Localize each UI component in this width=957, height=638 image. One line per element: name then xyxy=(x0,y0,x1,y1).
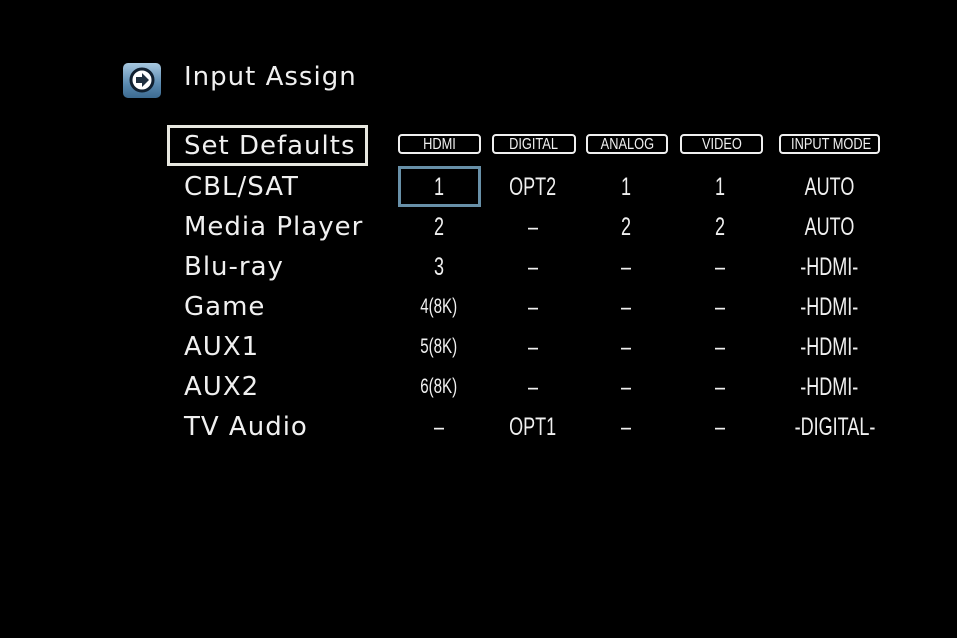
cell-value: 6(8K) xyxy=(420,375,458,398)
table-cell[interactable]: – xyxy=(576,372,676,402)
table-cell[interactable]: – xyxy=(483,372,583,402)
cell-value: -HDMI- xyxy=(800,373,858,401)
cell-value: – xyxy=(714,413,726,441)
cell-value: -HDMI- xyxy=(800,253,858,281)
table-cell[interactable]: 2 xyxy=(389,212,489,242)
cell-value: OPT1 xyxy=(509,413,557,441)
selection-cursor xyxy=(398,166,481,207)
column-header-label: VIDEO xyxy=(701,136,742,153)
cell-value: -HDMI- xyxy=(800,333,858,361)
table-cell[interactable]: – xyxy=(576,412,676,442)
cell-value: – xyxy=(620,373,632,401)
column-header-label: HDMI xyxy=(423,136,456,153)
cell-value: 4(8K) xyxy=(420,295,458,318)
cell-value: – xyxy=(714,333,726,361)
cell-value: 1 xyxy=(714,173,726,201)
cell-value: 1 xyxy=(620,173,632,201)
cell-value: AUTO xyxy=(804,213,854,241)
table-cell[interactable]: 2 xyxy=(670,212,770,242)
cell-value: – xyxy=(433,413,445,441)
column-header-analog: ANALOG xyxy=(586,134,668,154)
table-cell[interactable]: -HDMI- xyxy=(779,372,879,402)
row-label[interactable]: AUX2 xyxy=(184,372,260,402)
table-cell[interactable]: – xyxy=(670,372,770,402)
column-header-input-mode: INPUT MODE xyxy=(779,134,880,154)
row-label[interactable]: CBL/SAT xyxy=(184,172,299,202)
table-cell[interactable]: 3 xyxy=(389,252,489,282)
cell-value: – xyxy=(620,253,632,281)
table-cell[interactable]: -HDMI- xyxy=(779,332,879,362)
cell-value: – xyxy=(620,293,632,321)
table-cell[interactable]: – xyxy=(483,252,583,282)
table-cell[interactable]: 1 xyxy=(670,172,770,202)
column-header-video: VIDEO xyxy=(680,134,763,154)
table-cell[interactable]: OPT1 xyxy=(483,412,583,442)
column-header-label: DIGITAL xyxy=(509,136,559,153)
cell-value: – xyxy=(527,373,539,401)
cell-value: 3 xyxy=(433,253,445,281)
cell-value: -HDMI- xyxy=(800,293,858,321)
cell-value: 2 xyxy=(714,213,726,241)
cell-value: 1 xyxy=(433,173,445,201)
cell-value: 2 xyxy=(433,213,445,241)
page-title: Input Assign xyxy=(184,62,357,92)
table-cell[interactable]: – xyxy=(670,332,770,362)
set-defaults-label: Set Defaults xyxy=(184,131,356,161)
table-cell[interactable]: – xyxy=(483,292,583,322)
table-cell[interactable]: – xyxy=(670,412,770,442)
row-label[interactable]: Blu-ray xyxy=(184,252,284,282)
table-cell[interactable]: – xyxy=(576,292,676,322)
table-cell[interactable]: 4(8K) xyxy=(389,292,489,322)
cell-value: – xyxy=(620,413,632,441)
table-cell[interactable]: 2 xyxy=(576,212,676,242)
table-cell[interactable]: 5(8K) xyxy=(389,332,489,362)
table-cell[interactable]: – xyxy=(576,332,676,362)
arrow-right-circle-icon xyxy=(123,63,161,98)
cell-value: – xyxy=(527,253,539,281)
table-cell[interactable]: AUTO xyxy=(779,212,879,242)
table-cell[interactable]: – xyxy=(389,412,489,442)
table-cell[interactable]: OPT2 xyxy=(483,172,583,202)
row-label[interactable]: Game xyxy=(184,292,266,322)
table-cell[interactable]: – xyxy=(670,292,770,322)
cell-value: – xyxy=(714,253,726,281)
table-cell[interactable]: – xyxy=(576,252,676,282)
cell-value: AUTO xyxy=(804,173,854,201)
cell-value: – xyxy=(714,373,726,401)
table-cell[interactable]: 6(8K) xyxy=(389,372,489,402)
cell-value: 2 xyxy=(620,213,632,241)
table-cell[interactable]: AUTO xyxy=(779,172,879,202)
cell-value: OPT2 xyxy=(509,173,557,201)
column-header-hdmi: HDMI xyxy=(398,134,481,154)
cell-value: – xyxy=(620,333,632,361)
table-cell[interactable]: 1 xyxy=(576,172,676,202)
row-label[interactable]: TV Audio xyxy=(184,412,308,442)
table-cell[interactable]: – xyxy=(483,212,583,242)
cell-value: – xyxy=(527,213,539,241)
column-header-label: ANALOG xyxy=(600,136,654,153)
cell-value: 5(8K) xyxy=(420,335,458,358)
table-cell[interactable]: -DIGITAL- xyxy=(779,412,879,442)
cell-value: -DIGITAL- xyxy=(794,413,876,441)
cell-value: – xyxy=(527,333,539,361)
row-label[interactable]: Media Player xyxy=(184,212,364,242)
table-cell[interactable]: -HDMI- xyxy=(779,252,879,282)
table-cell[interactable]: – xyxy=(670,252,770,282)
table-cell[interactable]: 1 xyxy=(389,172,489,202)
column-header-digital: DIGITAL xyxy=(492,134,576,154)
row-label[interactable]: AUX1 xyxy=(184,332,260,362)
cell-value: – xyxy=(714,293,726,321)
column-header-label: INPUT MODE xyxy=(791,136,872,153)
cell-value: – xyxy=(527,293,539,321)
table-cell[interactable]: -HDMI- xyxy=(779,292,879,322)
set-defaults-button[interactable]: Set Defaults xyxy=(167,125,368,166)
table-cell[interactable]: – xyxy=(483,332,583,362)
